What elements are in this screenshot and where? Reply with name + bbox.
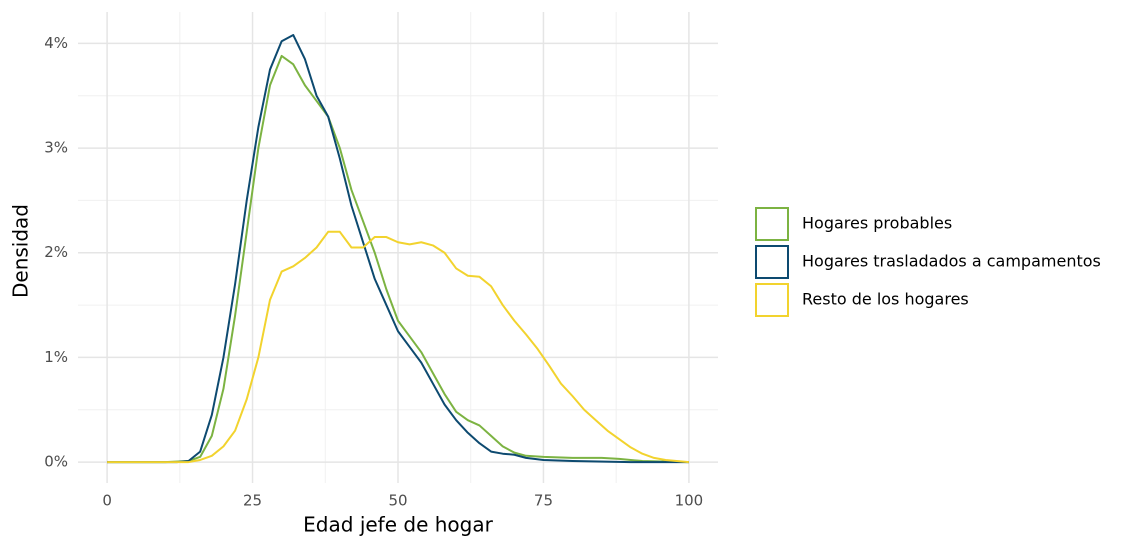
- legend-label: Resto de los hogares: [802, 290, 969, 309]
- y-axis-title: Densidad: [9, 204, 33, 298]
- x-tick-label: 75: [534, 492, 553, 510]
- legend-key: [755, 283, 789, 317]
- legend-label: Hogares trasladados a campamentos: [802, 252, 1101, 271]
- legend-key: [755, 207, 789, 241]
- x-tick-label: 0: [102, 492, 112, 510]
- density-line: [107, 34, 689, 464]
- y-tick-label: 3%: [44, 139, 68, 157]
- y-tick-label: 2%: [44, 243, 68, 261]
- x-tick-label: 25: [243, 492, 262, 510]
- density-line: [107, 230, 689, 464]
- density-line: [107, 54, 689, 464]
- x-tick-label: 50: [388, 492, 407, 510]
- y-tick-label: 0%: [44, 453, 68, 471]
- x-tick-label: 100: [675, 492, 704, 510]
- legend-key: [755, 245, 789, 279]
- legend-label: Hogares probables: [802, 214, 952, 233]
- y-tick-label: 4%: [44, 34, 68, 52]
- y-tick-label: 1%: [44, 348, 68, 366]
- x-axis-title: Edad jefe de hogar: [303, 513, 493, 537]
